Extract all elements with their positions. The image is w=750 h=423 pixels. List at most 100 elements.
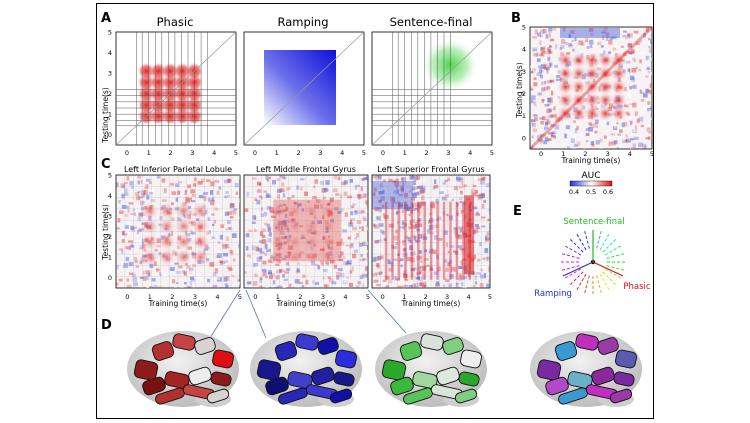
c3-noise xyxy=(397,274,403,280)
c3-blue-patch xyxy=(372,181,414,210)
c2-noise xyxy=(347,227,353,231)
c1-noise xyxy=(126,278,130,282)
panel-b-noise-cell xyxy=(543,52,548,56)
panel-b-noise-cell xyxy=(536,135,540,140)
c1-noise xyxy=(137,243,142,248)
panel-b-noise-cell xyxy=(547,97,552,103)
c2-noise xyxy=(282,230,287,234)
panel-b-noise-cell xyxy=(603,135,607,139)
c2-noise xyxy=(354,237,358,240)
panel-b-noise-cell xyxy=(647,101,651,105)
c3-noise xyxy=(454,229,458,235)
panel-b-noise-cell xyxy=(554,64,558,68)
brain-sentence-final-region xyxy=(436,366,460,386)
panel-b-noise-cell xyxy=(628,120,632,126)
c3-noise xyxy=(400,269,404,273)
c2-noise xyxy=(363,193,367,198)
c1-blob xyxy=(156,247,177,268)
c1-noise xyxy=(126,284,132,288)
c3-noise xyxy=(417,218,421,222)
c3-noise xyxy=(448,215,454,220)
c3-stripe xyxy=(397,201,401,280)
c2-noise xyxy=(354,210,358,215)
c3-noise xyxy=(456,213,459,216)
panel-b-noise-cell xyxy=(624,51,630,54)
c3-noise xyxy=(424,249,428,253)
c1-noise xyxy=(141,196,145,201)
c3-noise xyxy=(472,206,478,210)
panel-b-noise-cell xyxy=(645,27,649,32)
c1-noise xyxy=(229,275,233,280)
c2-noise xyxy=(331,281,337,285)
c2-noise xyxy=(338,255,342,259)
c3-noise xyxy=(431,195,436,200)
c1-noise xyxy=(185,189,188,193)
panel-b-blob xyxy=(569,104,588,123)
brain-combined-region xyxy=(554,341,578,361)
c2-noise xyxy=(299,178,305,181)
panel-b-noise-cell xyxy=(553,106,556,111)
c3-noise xyxy=(413,256,418,262)
panel-b-noise-cell xyxy=(532,122,537,128)
c1-noise xyxy=(209,213,215,217)
panel-a-xtick: 1 xyxy=(147,149,151,157)
panel-b-noise-cell xyxy=(642,106,648,111)
panel-b-xtick: 1 xyxy=(561,150,565,158)
panel-b-noise-cell xyxy=(588,28,594,32)
c2-noise xyxy=(276,269,282,274)
brain-phasic-region xyxy=(164,371,190,389)
brain-sentence-final-region xyxy=(390,376,414,396)
c2-noise xyxy=(287,197,292,200)
panel-b-noise-cell xyxy=(646,107,652,112)
c3-noise xyxy=(447,250,450,254)
c2-noise xyxy=(365,266,368,271)
c3-noise xyxy=(484,249,489,254)
c3-noise xyxy=(376,216,381,221)
c1-noise xyxy=(217,240,221,244)
panel-b-noise-cell xyxy=(540,46,544,51)
c2-noise xyxy=(352,226,357,231)
c1-noise xyxy=(239,234,240,239)
c3-noise xyxy=(428,220,432,224)
c2-noise xyxy=(326,284,330,288)
panel-b-noise-cell xyxy=(644,125,648,129)
panel-c-ipl-map xyxy=(116,175,240,288)
panel-b-noise-cell xyxy=(612,140,617,143)
c2-noise xyxy=(312,185,316,188)
panel-b-noise-cell xyxy=(630,137,635,141)
c3-noise xyxy=(470,188,475,193)
panel-b-noise-cell xyxy=(541,104,547,108)
c3-noise xyxy=(460,249,464,254)
c3-noise xyxy=(415,276,420,280)
panel-a-ytick: 4 xyxy=(108,49,112,57)
panel-b-noise-cell xyxy=(545,45,549,49)
c3-noise xyxy=(489,241,490,245)
c3-noise xyxy=(423,178,426,182)
c2-noise xyxy=(336,241,342,246)
c1-noise xyxy=(132,277,137,282)
c2-noise xyxy=(268,275,273,280)
c1-noise xyxy=(188,268,194,271)
c1-noise xyxy=(151,278,156,282)
panel-c-ytick: 1 xyxy=(108,254,112,262)
c3-noise xyxy=(413,180,417,185)
c2-noise xyxy=(261,268,267,272)
panel-b-blob xyxy=(583,77,602,96)
c2-noise xyxy=(326,267,332,272)
c2-noise xyxy=(364,266,368,272)
c2-noise xyxy=(329,197,334,202)
c2-noise xyxy=(338,258,344,262)
c3-noise xyxy=(475,194,481,197)
c1-noise xyxy=(121,231,125,236)
c3-noise xyxy=(410,273,414,277)
c2-noise xyxy=(265,193,270,198)
c2-noise xyxy=(343,191,348,197)
panel-b-noise-cell xyxy=(568,34,572,38)
c1-noise xyxy=(130,180,134,185)
c2-noise xyxy=(320,259,323,265)
c2-noise xyxy=(257,268,261,273)
c3-noise xyxy=(401,177,407,183)
panel-b-noise-cell xyxy=(534,29,539,35)
